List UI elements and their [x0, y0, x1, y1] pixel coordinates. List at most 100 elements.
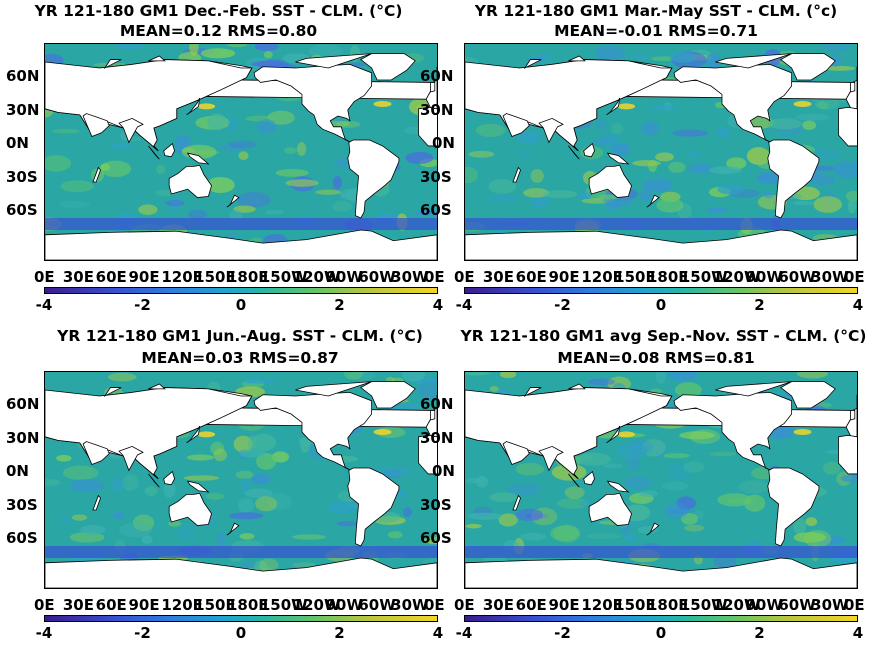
landmass	[588, 164, 632, 198]
landmass	[838, 435, 857, 475]
colorbar-tick-label: -2	[134, 296, 151, 314]
landmass	[523, 387, 542, 398]
longitude-tick-label: 0E	[34, 268, 55, 286]
landmass	[767, 467, 820, 547]
colorbar	[44, 287, 438, 294]
landmass	[606, 97, 621, 116]
longitude-tick-label: 60E	[95, 268, 127, 286]
colorbar-tick-label: -4	[455, 296, 473, 314]
longitude-tick-label: 120W	[712, 596, 761, 614]
landmass	[430, 82, 436, 93]
longitude-tick-label: 30E	[62, 596, 94, 614]
landmass	[186, 97, 201, 116]
colorbar-tick-label: 4	[432, 296, 444, 314]
colorbar-tick-label: -2	[554, 296, 571, 314]
colorbar-tick-label: -2	[134, 624, 151, 642]
landmass	[103, 387, 122, 398]
sst-anomaly-map	[44, 43, 438, 261]
longitude-tick-label: 0E	[454, 596, 475, 614]
latitude-tick-label: 60N	[420, 395, 454, 414]
panel-title: YR 121-180 GM1 Jun.-Aug. SST - CLM. (°C)	[57, 327, 423, 345]
panel-title: YR 121-180 GM1 Dec.-Feb. SST - CLM. (°C)	[34, 2, 403, 20]
longitude-tick-label: 150W	[259, 268, 308, 286]
landmass	[502, 441, 530, 465]
landmass	[253, 392, 373, 471]
landmass	[838, 107, 857, 147]
longitude-tick-label: 120E	[161, 268, 203, 286]
longitude-tick-label: 90E	[548, 268, 580, 286]
colorbar-tick-label: 4	[852, 624, 864, 642]
landmass	[295, 381, 372, 397]
landmass	[606, 152, 630, 165]
longitude-tick-label: 0E	[844, 596, 865, 614]
longitude-tick-label: 90E	[128, 596, 160, 614]
landmass	[673, 392, 793, 471]
landmass	[538, 117, 564, 144]
latitude-tick-label: 60S	[420, 529, 452, 548]
landmass	[430, 410, 436, 421]
longitude-tick-label: 60E	[515, 268, 547, 286]
panel-title: YR 121-180 GM1 avg Sep.-Nov. SST - CLM. …	[460, 327, 867, 345]
longitude-tick-label: 120W	[292, 596, 341, 614]
longitude-tick-label: 150W	[679, 596, 728, 614]
landmass	[295, 53, 372, 69]
longitude-tick-label: 0E	[454, 268, 475, 286]
landmass	[512, 494, 521, 511]
landmass	[226, 522, 240, 536]
colorbar-tick-label: 2	[334, 624, 345, 642]
panel-stats: MEAN=0.12 RMS=0.80	[119, 22, 318, 40]
colorbar-tick-label: 0	[235, 624, 247, 642]
latitude-tick-label: 0N	[432, 134, 455, 153]
colorbar	[464, 615, 858, 622]
latitude-tick-label: 0N	[6, 134, 29, 153]
longitude-tick-label: 30W	[811, 596, 849, 614]
landmass	[583, 142, 595, 158]
landmass	[673, 64, 793, 143]
landmass	[767, 139, 820, 219]
landmass	[780, 381, 836, 409]
longitude-tick-label: 90W	[325, 596, 363, 614]
latitude-tick-label: 30S	[6, 495, 38, 514]
colorbar-tick-label: 2	[754, 296, 765, 314]
landmass	[538, 445, 564, 472]
landmass	[512, 166, 521, 183]
landmass	[568, 145, 580, 160]
latitude-tick-label: 30S	[420, 495, 452, 514]
landmass	[253, 64, 373, 143]
longitude-tick-label: 30E	[482, 268, 514, 286]
landmass	[347, 467, 400, 547]
latitude-tick-label: 0N	[6, 462, 29, 481]
landmass	[465, 229, 857, 260]
landmass	[583, 470, 595, 486]
longitude-tick-label: 120E	[581, 596, 623, 614]
colorbar	[44, 615, 438, 622]
latitude-tick-label: 60N	[6, 67, 40, 86]
landmass	[148, 145, 160, 160]
landmass	[347, 139, 400, 219]
landmass	[186, 480, 210, 493]
latitude-tick-label: 30N	[420, 428, 454, 447]
longitude-tick-label: 0E	[424, 596, 445, 614]
colorbar-tick-label: 0	[655, 624, 667, 642]
longitude-tick-label: 180E	[647, 268, 689, 286]
latitude-tick-label: 60S	[6, 201, 38, 220]
latitude-tick-label: 30S	[420, 167, 452, 186]
landmass	[646, 194, 660, 208]
latitude-tick-label: 30N	[420, 100, 454, 119]
landmass	[606, 480, 630, 493]
longitude-tick-label: 120E	[581, 268, 623, 286]
colorbar-tick-label: 0	[655, 296, 667, 314]
landmass	[186, 425, 201, 444]
longitude-tick-label: 0E	[424, 268, 445, 286]
longitude-tick-label: 150E	[194, 596, 236, 614]
landmass	[360, 53, 416, 81]
panel-title: YR 121-180 GM1 Mar.-May SST - CLM. (°c)	[474, 2, 838, 20]
longitude-tick-label: 150E	[194, 268, 236, 286]
landmass	[780, 53, 836, 81]
longitude-tick-label: 90W	[745, 596, 783, 614]
landmass	[45, 557, 437, 588]
landmass	[163, 470, 175, 486]
longitude-tick-label: 60W	[358, 268, 396, 286]
panel-stats: MEAN=0.03 RMS=0.87	[141, 349, 339, 367]
latitude-tick-label: 30S	[6, 167, 38, 186]
